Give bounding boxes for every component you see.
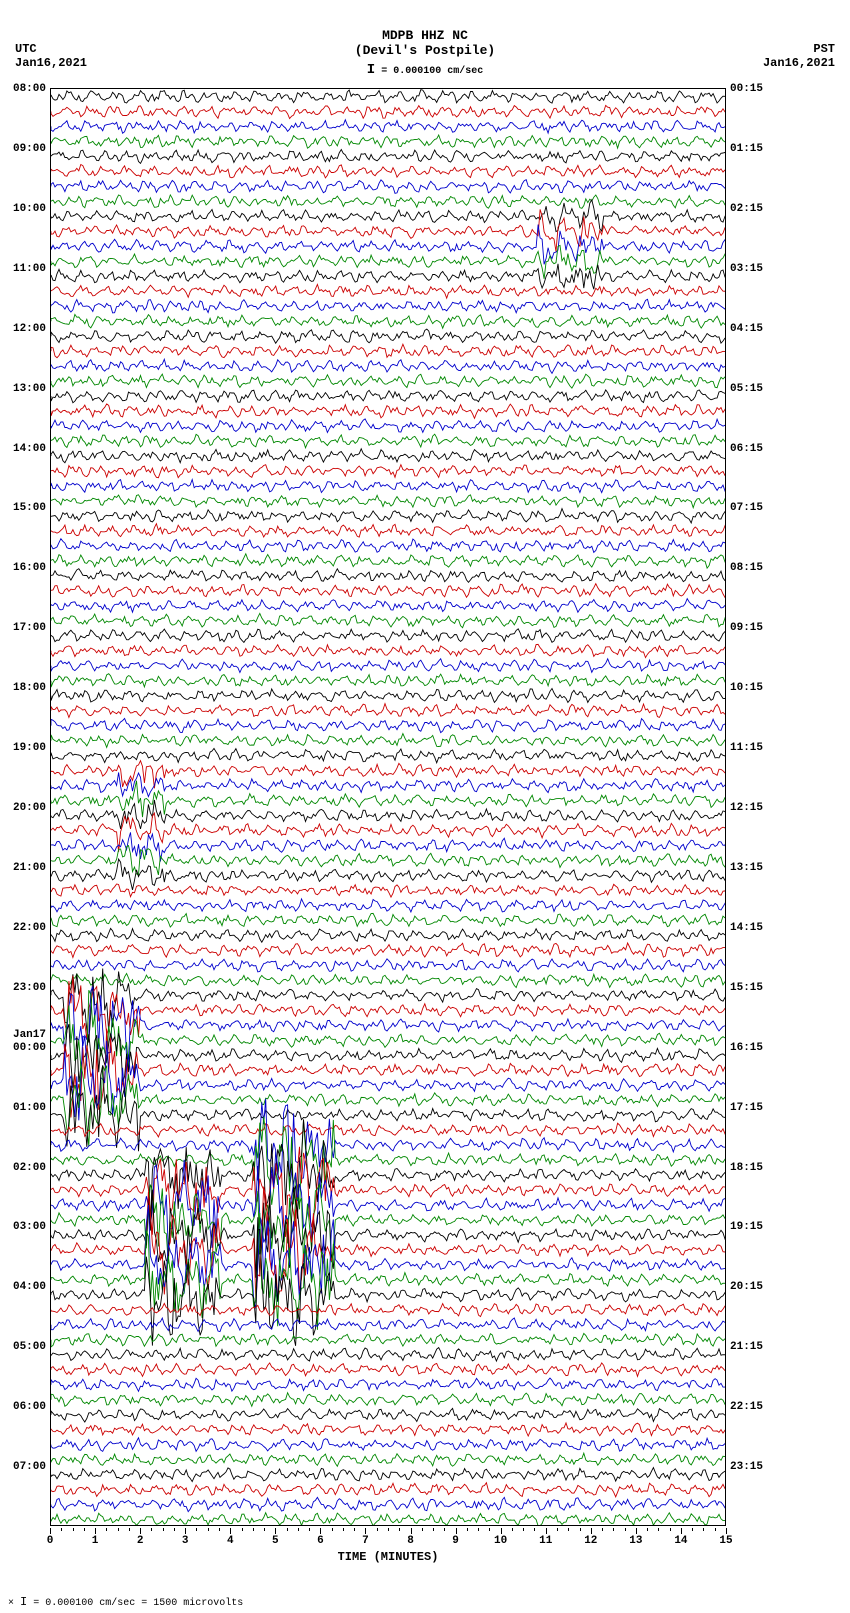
- timezone-right: PST: [813, 42, 835, 56]
- x-tick-label: 4: [227, 1535, 234, 1547]
- pst-hour-label: 16:15: [730, 1042, 763, 1054]
- date-left: Jan16,2021: [15, 56, 87, 70]
- pst-hour-label: 03:15: [730, 263, 763, 275]
- pst-hour-label: 07:15: [730, 502, 763, 514]
- x-tick-label: 14: [674, 1535, 687, 1547]
- x-tick-label: 6: [317, 1535, 324, 1547]
- pst-hour-label: 22:15: [730, 1401, 763, 1413]
- y-axis-right: 00:1501:1502:1503:1504:1505:1506:1507:15…: [728, 88, 768, 1526]
- utc-hour-label: 10:00: [13, 203, 46, 215]
- x-tick-label: 12: [584, 1535, 597, 1547]
- pst-hour-label: 01:15: [730, 143, 763, 155]
- utc-hour-label: 06:00: [13, 1401, 46, 1413]
- utc-hour-label: 17:00: [13, 622, 46, 634]
- utc-hour-label: 13:00: [13, 383, 46, 395]
- utc-hour-label: 21:00: [13, 862, 46, 874]
- pst-hour-label: 00:15: [730, 83, 763, 95]
- x-tick-label: 5: [272, 1535, 279, 1547]
- x-tick-label: 1: [92, 1535, 99, 1547]
- x-tick-label: 7: [362, 1535, 369, 1547]
- utc-hour-label: 12:00: [13, 323, 46, 335]
- utc-hour-label: 03:00: [13, 1221, 46, 1233]
- pst-hour-label: 06:15: [730, 443, 763, 455]
- scale-bar-text: = 0.000100 cm/sec: [381, 66, 483, 77]
- utc-hour-label: 20:00: [13, 802, 46, 814]
- utc-hour-label: 18:00: [13, 682, 46, 694]
- x-tick-label: 8: [407, 1535, 414, 1547]
- footnote: × I = 0.000100 cm/sec = 1500 microvolts: [8, 1595, 243, 1609]
- pst-hour-label: 09:15: [730, 622, 763, 634]
- x-axis: TIME (MINUTES) 0123456789101112131415: [50, 1528, 726, 1568]
- pst-hour-label: 12:15: [730, 802, 763, 814]
- x-tick-label: 11: [539, 1535, 552, 1547]
- pst-hour-label: 13:15: [730, 862, 763, 874]
- x-tick-label: 13: [629, 1535, 642, 1547]
- pst-hour-label: 17:15: [730, 1102, 763, 1114]
- utc-hour-label: 04:00: [13, 1281, 46, 1293]
- seismogram-page: MDPB HHZ NC (Devil's Postpile) I = 0.000…: [0, 0, 850, 1613]
- utc-hour-label: 07:00: [13, 1461, 46, 1473]
- date-right: Jan16,2021: [763, 56, 835, 70]
- x-tick-label: 15: [719, 1535, 732, 1547]
- pst-hour-label: 21:15: [730, 1341, 763, 1353]
- pst-hour-label: 14:15: [730, 922, 763, 934]
- utc-hour-label: 08:00: [13, 83, 46, 95]
- utc-hour-label: 05:00: [13, 1341, 46, 1353]
- title-block: MDPB HHZ NC (Devil's Postpile) I = 0.000…: [0, 28, 850, 78]
- utc-hour-label: 01:00: [13, 1102, 46, 1114]
- utc-hour-label: 19:00: [13, 742, 46, 754]
- x-tick-label: 2: [137, 1535, 144, 1547]
- timezone-left: UTC: [15, 42, 37, 56]
- seismogram-plot: [50, 88, 726, 1526]
- footnote-text: = 0.000100 cm/sec = 1500 microvolts: [33, 1598, 243, 1609]
- x-tick-label: 9: [452, 1535, 459, 1547]
- utc-date-change: Jan17: [13, 1029, 46, 1041]
- pst-hour-label: 20:15: [730, 1281, 763, 1293]
- scale-bar: I = 0.000100 cm/sec: [0, 62, 850, 78]
- x-tick-label: 0: [47, 1535, 54, 1547]
- pst-hour-label: 08:15: [730, 562, 763, 574]
- pst-hour-label: 19:15: [730, 1221, 763, 1233]
- utc-hour-label: 14:00: [13, 443, 46, 455]
- x-axis-title: TIME (MINUTES): [338, 1550, 439, 1564]
- y-axis-left: 08:0009:0010:0011:0012:0013:0014:0015:00…: [10, 88, 48, 1526]
- pst-hour-label: 04:15: [730, 323, 763, 335]
- pst-hour-label: 10:15: [730, 682, 763, 694]
- x-tick-label: 3: [182, 1535, 189, 1547]
- trace-row: [51, 89, 726, 1526]
- station-code: MDPB HHZ NC: [0, 28, 850, 43]
- utc-hour-label: 09:00: [13, 143, 46, 155]
- station-location: (Devil's Postpile): [0, 43, 850, 58]
- utc-hour-label: 22:00: [13, 922, 46, 934]
- utc-hour-label: 02:00: [13, 1162, 46, 1174]
- x-tick-label: 10: [494, 1535, 507, 1547]
- pst-hour-label: 15:15: [730, 982, 763, 994]
- utc-hour-label: 11:00: [13, 263, 46, 275]
- utc-hour-label: 15:00: [13, 502, 46, 514]
- pst-hour-label: 11:15: [730, 742, 763, 754]
- utc-hour-label: 23:00: [13, 982, 46, 994]
- utc-hour-label: 00:00: [13, 1042, 46, 1054]
- pst-hour-label: 02:15: [730, 203, 763, 215]
- pst-hour-label: 05:15: [730, 383, 763, 395]
- pst-hour-label: 23:15: [730, 1461, 763, 1473]
- pst-hour-label: 18:15: [730, 1162, 763, 1174]
- utc-hour-label: 16:00: [13, 562, 46, 574]
